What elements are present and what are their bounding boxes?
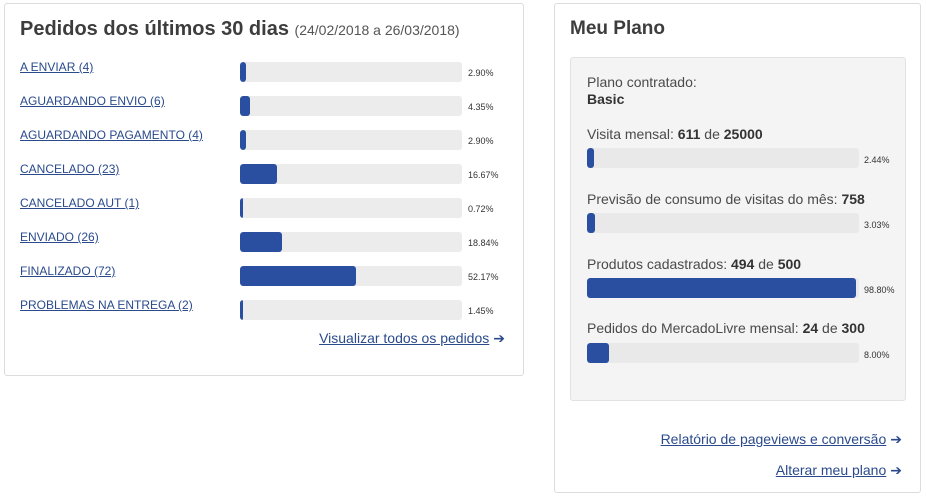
visits-forecast-value: 758 (841, 191, 865, 207)
order-status-link[interactable]: ENVIADO (26) (20, 230, 99, 244)
progress-fill (587, 148, 594, 168)
percent-label: 4.35% (468, 102, 494, 112)
mercadolivre-orders-total: 300 (841, 320, 865, 336)
visits-forecast-bar (587, 213, 859, 233)
percent-label: 2.90% (468, 68, 494, 78)
products-registered-percent: 98.80% (864, 285, 895, 295)
progress-fill (240, 232, 282, 252)
progress-track (587, 213, 859, 233)
visits-forecast-label: Previsão de consumo de visitas do mês: (587, 191, 838, 207)
order-status-row: CANCELADO AUT (1) 0.72% (20, 196, 520, 218)
order-status-row: PROBLEMAS NA ENTREGA (2) 1.45% (20, 298, 520, 320)
percent-label: 52.17% (468, 272, 499, 282)
order-status-link[interactable]: AGUARDANDO ENVIO (6) (20, 94, 165, 108)
mercadolivre-orders-text: Pedidos do MercadoLivre mensal: 24 de 30… (587, 320, 865, 336)
orders-title-text: Pedidos dos últimos 30 dias (20, 18, 289, 40)
pageviews-report-label: Relatório de pageviews e conversão (660, 431, 887, 447)
visits-forecast-text: Previsão de consumo de visitas do mês: 7… (587, 191, 865, 207)
monthly-visits-used: 611 (677, 126, 701, 142)
order-status-row: A ENVIAR (4) 2.90% (20, 60, 520, 82)
progress-track (240, 164, 462, 184)
monthly-visits-text: Visita mensal: 611 de 25000 (587, 126, 763, 142)
monthly-visits-label: Visita mensal: (587, 126, 674, 142)
plan-title: Meu Plano (570, 18, 666, 39)
progress-track (240, 232, 462, 252)
progress-fill (587, 343, 609, 363)
progress-track (240, 300, 462, 320)
monthly-visits-of: de (704, 126, 720, 142)
order-status-row: FINALIZADO (72) 52.17% (20, 264, 520, 286)
percent-label: 2.90% (468, 136, 494, 146)
order-status-row: CANCELADO (23) 16.67% (20, 162, 520, 184)
plan-details-panel: Plano contratado: Basic Visita mensal: 6… (570, 57, 906, 401)
orders-date-range: (24/02/2018 a 26/03/2018) (294, 22, 460, 38)
change-plan-label: Alterar meu plano (775, 462, 887, 478)
order-status-link[interactable]: FINALIZADO (72) (20, 264, 116, 278)
progress-track (240, 266, 462, 286)
arrow-right-icon: ➔ (493, 330, 505, 346)
percent-label: 1.45% (468, 306, 494, 316)
change-plan-link[interactable]: Alterar meu plano ➔ (776, 462, 902, 479)
percent-label: 16.67% (468, 170, 499, 180)
order-status-row: ENVIADO (26) 18.84% (20, 230, 520, 252)
orders-card: Pedidos dos últimos 30 dias (24/02/2018 … (4, 3, 524, 376)
progress-track (240, 130, 462, 150)
products-registered-bar (587, 278, 859, 298)
progress-track (587, 148, 859, 168)
view-all-orders-label: Visualizar todos os pedidos (319, 330, 490, 346)
progress-fill (240, 96, 250, 116)
contracted-plan-value: Basic (587, 91, 625, 107)
progress-fill (240, 130, 247, 150)
order-status-link[interactable]: CANCELADO AUT (1) (20, 196, 140, 210)
progress-track (240, 96, 462, 116)
products-registered-of: de (758, 256, 774, 272)
progress-fill (587, 278, 856, 298)
progress-track (240, 62, 462, 82)
monthly-visits-bar (587, 148, 859, 168)
progress-track (587, 343, 859, 363)
order-status-link[interactable]: A ENVIAR (4) (20, 60, 94, 74)
orders-title: Pedidos dos últimos 30 dias (24/02/2018 … (20, 18, 460, 41)
progress-fill (240, 62, 247, 82)
progress-fill (240, 198, 243, 218)
products-registered-label: Produtos cadastrados: (587, 256, 728, 272)
monthly-visits-percent: 2.44% (864, 155, 890, 165)
progress-fill (587, 213, 596, 233)
order-status-link[interactable]: AGUARDANDO PAGAMENTO (4) (20, 128, 203, 142)
arrow-right-icon: ➔ (890, 431, 902, 447)
mercadolivre-orders-of: de (822, 320, 838, 336)
order-status-row: AGUARDANDO PAGAMENTO (4) 2.90% (20, 128, 520, 150)
products-registered-text: Produtos cadastrados: 494 de 500 (587, 256, 801, 272)
plan-card: Meu Plano Plano contratado: Basic Visita… (554, 3, 921, 493)
view-all-orders-link[interactable]: Visualizar todos os pedidos ➔ (319, 330, 505, 347)
progress-fill (240, 300, 244, 320)
products-registered-total: 500 (777, 256, 802, 272)
arrow-right-icon: ➔ (890, 462, 902, 478)
percent-label: 18.84% (468, 238, 499, 248)
visits-forecast-percent: 3.03% (864, 220, 890, 230)
progress-track (240, 198, 462, 218)
order-status-link[interactable]: CANCELADO (23) (20, 162, 120, 176)
progress-fill (240, 266, 356, 286)
monthly-visits-total: 25000 (723, 126, 763, 142)
products-registered-used: 494 (730, 256, 755, 272)
order-status-link[interactable]: PROBLEMAS NA ENTREGA (2) (20, 298, 193, 312)
progress-fill (240, 164, 277, 184)
contracted-plan-label: Plano contratado: (587, 74, 697, 90)
mercadolivre-orders-label: Pedidos do MercadoLivre mensal: (587, 320, 799, 336)
progress-track (587, 278, 859, 298)
mercadolivre-orders-used: 24 (802, 320, 819, 336)
order-status-row: AGUARDANDO ENVIO (6) 4.35% (20, 94, 520, 116)
pageviews-report-link[interactable]: Relatório de pageviews e conversão ➔ (661, 431, 902, 448)
mercadolivre-orders-bar (587, 343, 859, 363)
mercadolivre-orders-percent: 8.00% (864, 350, 890, 360)
percent-label: 0.72% (468, 204, 494, 214)
